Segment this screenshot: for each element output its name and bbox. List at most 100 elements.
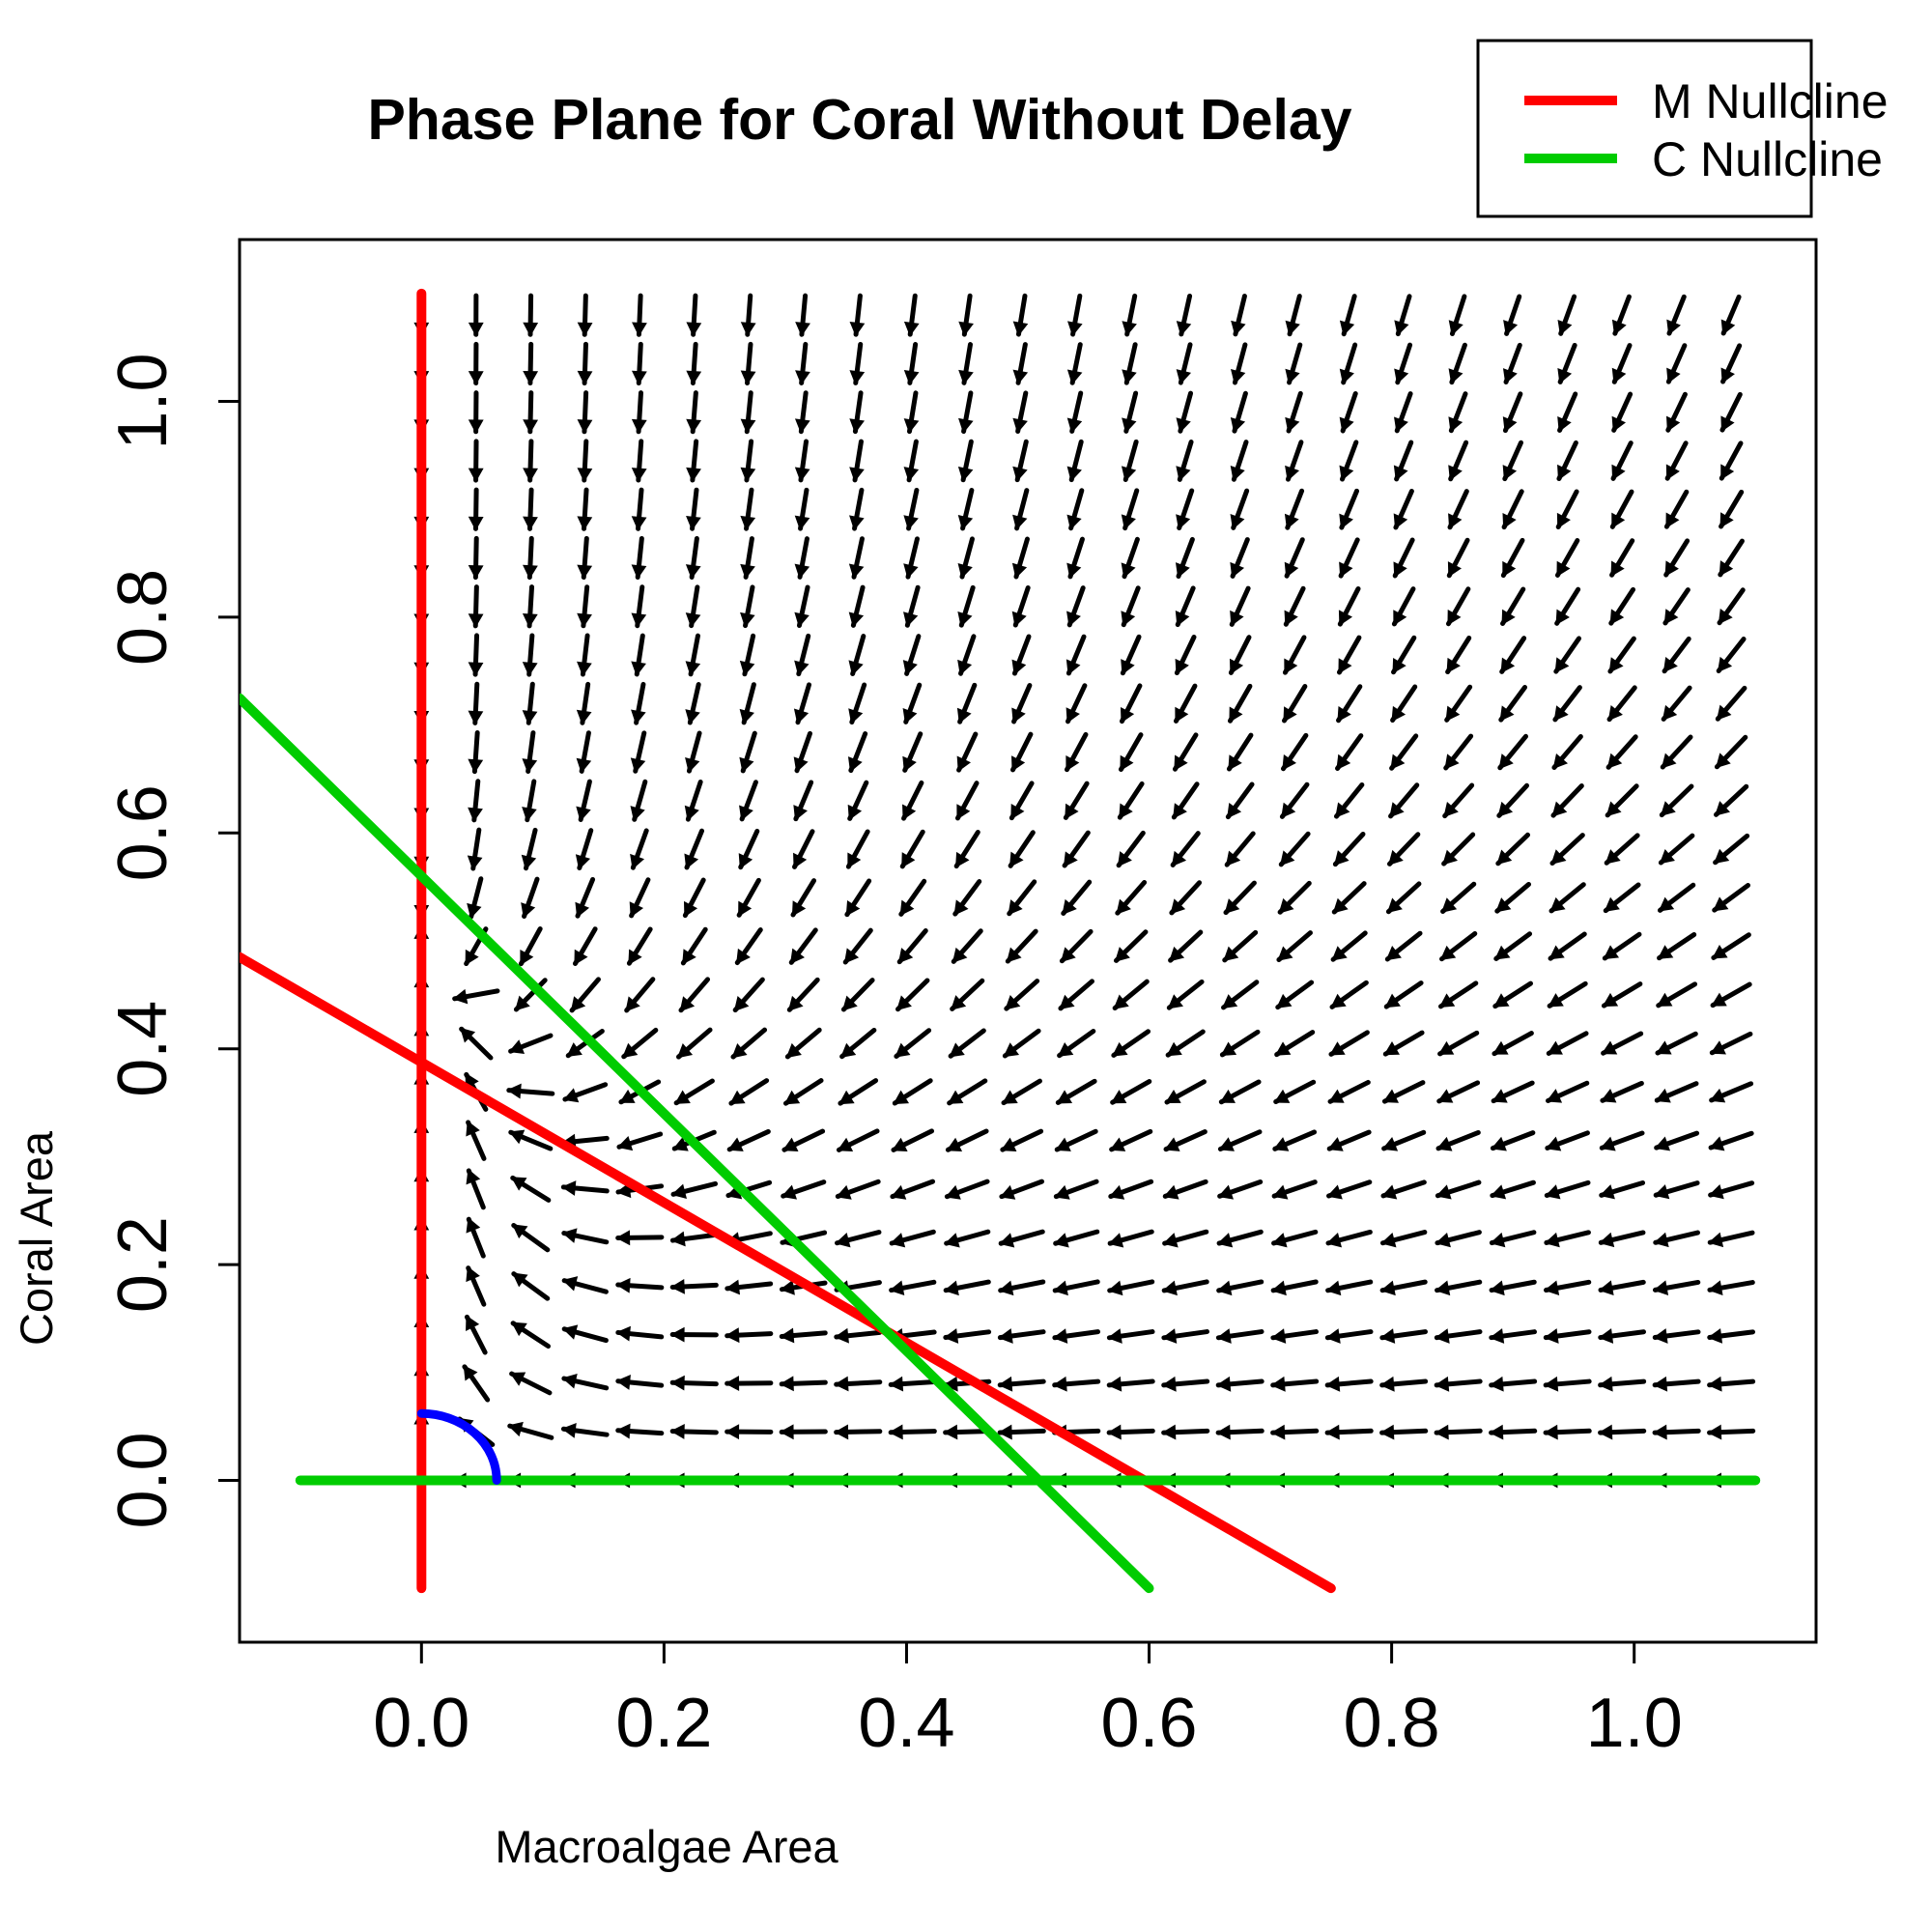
field-arrow-head-443 [1339, 561, 1353, 578]
field-arrow-head-510 [1494, 945, 1511, 960]
field-arrow-146 [686, 390, 702, 435]
field-arrow-head-393 [1230, 561, 1245, 579]
field-arrow-head-511 [1495, 897, 1512, 913]
field-arrow-444 [1339, 488, 1359, 530]
field-arrow-head-197 [795, 370, 810, 385]
field-arrow-376 [1215, 1376, 1264, 1392]
field-arrow-head-305 [1054, 1184, 1070, 1200]
field-arrow-head-579 [1653, 1232, 1669, 1248]
field-arrow-434 [1329, 980, 1369, 1009]
field-arrow-head-125 [670, 1424, 685, 1439]
field-arrow-head-327 [1107, 1328, 1122, 1344]
field-arrow-head-94 [577, 516, 593, 531]
field-arrow-519 [1501, 489, 1524, 530]
field-arrow-head-423 [1285, 320, 1300, 336]
field-arrow-head-159 [733, 996, 750, 1012]
field-arrow-head-390 [1229, 706, 1243, 724]
field-arrow-head-379 [1217, 1233, 1234, 1248]
field-arrow-235 [896, 927, 928, 965]
field-arrow-head-428 [1325, 1280, 1342, 1296]
x-tick-label-5: 1.0 [1586, 1685, 1683, 1762]
field-arrow-head-40 [468, 710, 484, 725]
field-arrow-head-95 [577, 468, 593, 483]
field-arrow-head-33 [460, 1027, 476, 1043]
field-arrow-598 [1666, 294, 1687, 336]
field-arrow-118 [631, 535, 647, 581]
field-arrow-576 [1652, 1376, 1701, 1392]
field-arrow-33 [459, 1026, 494, 1061]
field-arrow-286 [1007, 879, 1037, 917]
field-arrow-head-470 [1393, 465, 1408, 481]
field-arrow-head-60 [520, 949, 534, 966]
field-arrow-596 [1665, 391, 1688, 433]
field-arrow-head-610 [1712, 945, 1728, 959]
field-arrow-296 [1012, 390, 1029, 434]
field-arrow-276 [997, 1376, 1046, 1392]
field-arrow-357 [1164, 1079, 1207, 1105]
field-arrow-head-552 [1598, 1328, 1614, 1344]
field-arrow-head-435 [1331, 946, 1348, 961]
field-arrow-573 [1611, 294, 1632, 336]
field-arrow-340 [1119, 683, 1143, 724]
field-arrow-43 [468, 535, 484, 581]
field-arrow-head-315 [1065, 707, 1080, 724]
field-arrow-head-548 [1557, 319, 1573, 336]
field-arrow-head-321 [1066, 417, 1083, 434]
field-arrow-52 [510, 1321, 551, 1350]
field-arrow-head-86 [575, 901, 590, 919]
field-arrow-85 [572, 926, 598, 966]
field-arrow-head-273 [958, 321, 974, 337]
field-arrow-93 [577, 535, 593, 581]
field-arrow-head-456 [1381, 1136, 1399, 1151]
field-arrow-583 [1655, 1031, 1698, 1056]
field-arrow-head-166 [739, 660, 755, 676]
field-arrow-334 [1112, 979, 1150, 1011]
field-arrow-head-256 [946, 1137, 963, 1151]
field-arrow-head-377 [1216, 1328, 1232, 1344]
field-arrow-head-331 [1109, 1137, 1126, 1151]
field-arrow-190 [793, 682, 812, 725]
field-arrow-135 [680, 926, 708, 966]
field-arrow-head-505 [1490, 1184, 1507, 1200]
field-arrow-510 [1493, 931, 1533, 961]
field-arrow-312 [1062, 830, 1091, 868]
field-arrow-head-270 [957, 466, 974, 482]
field-arrow-head-83 [566, 1042, 582, 1057]
field-arrow-570 [1610, 440, 1634, 481]
field-arrow-head-210 [843, 948, 860, 964]
field-arrow-head-272 [958, 369, 974, 385]
field-arrow-head-450 [1379, 1424, 1395, 1440]
field-arrow-603 [1707, 1280, 1755, 1295]
field-arrow-head-268 [957, 563, 973, 580]
field-arrow-315 [1065, 683, 1088, 724]
field-arrow-243 [903, 536, 920, 580]
field-arrow-head-366 [1175, 658, 1189, 675]
x-tick-label-3: 0.6 [1100, 1685, 1197, 1762]
field-arrow-453 [1379, 1279, 1428, 1296]
field-arrow-head-565 [1607, 705, 1623, 722]
field-arrow-head-593 [1664, 560, 1679, 577]
field-arrow-head-540 [1553, 705, 1569, 722]
field-arrow-37 [467, 827, 483, 871]
field-arrow-head-458 [1383, 1041, 1400, 1056]
field-arrow-309 [1058, 979, 1094, 1011]
field-arrow-head-205 [836, 1184, 852, 1200]
field-arrow-head-239 [902, 755, 917, 773]
field-arrow-379 [1216, 1229, 1264, 1248]
field-arrow-head-426 [1325, 1376, 1341, 1392]
field-arrow-head-204 [835, 1232, 851, 1248]
field-arrow-head-594 [1665, 512, 1680, 528]
field-arrow-head-132 [674, 1090, 691, 1104]
field-arrow-255 [944, 1179, 990, 1200]
field-arrow-head-130 [670, 1183, 687, 1200]
field-arrow-head-583 [1656, 1040, 1672, 1055]
field-arrow-head-437 [1333, 850, 1350, 867]
field-arrow-head-38 [468, 807, 483, 822]
field-arrow-187 [792, 829, 815, 869]
field-arrow-head-575 [1652, 1424, 1667, 1440]
field-arrow-head-260 [952, 947, 968, 963]
field-arrow-552 [1598, 1328, 1646, 1344]
field-arrow-463 [1388, 782, 1420, 819]
field-arrow-477 [1434, 1328, 1483, 1344]
field-arrow-head-120 [631, 468, 647, 483]
